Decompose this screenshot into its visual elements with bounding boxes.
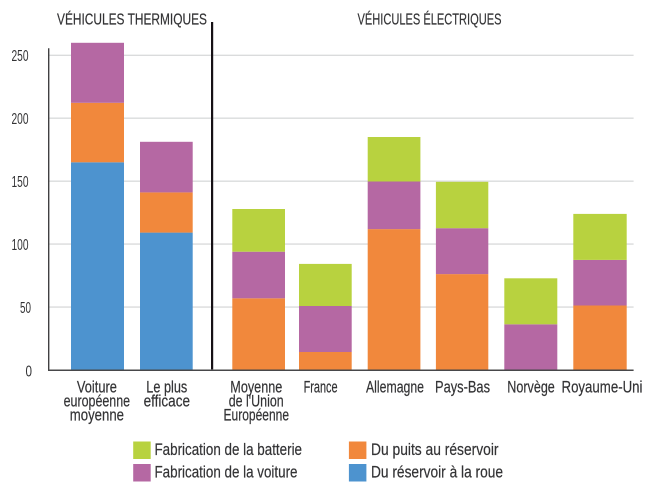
svg-text:Fabrication de la voiture: Fabrication de la voiture xyxy=(155,462,298,481)
svg-text:Allemagne: Allemagne xyxy=(366,377,424,396)
svg-text:européenne: européenne xyxy=(64,391,131,410)
svg-text:VÉHICULES THERMIQUES: VÉHICULES THERMIQUES xyxy=(57,11,207,28)
svg-text:efficace: efficace xyxy=(144,391,190,410)
svg-text:VÉHICULES ÉLECTRIQUES: VÉHICULES ÉLECTRIQUES xyxy=(358,11,502,28)
svg-text:100: 100 xyxy=(12,237,29,254)
svg-text:Du réservoir à la roue: Du réservoir à la roue xyxy=(371,462,503,481)
svg-text:50: 50 xyxy=(20,300,31,317)
svg-text:Fabrication de la batterie: Fabrication de la batterie xyxy=(155,440,303,459)
svg-text:Le plus: Le plus xyxy=(146,377,187,396)
svg-text:200: 200 xyxy=(12,111,29,128)
svg-text:de l'Union: de l'Union xyxy=(229,391,284,410)
svg-text:Voiture: Voiture xyxy=(77,377,117,396)
svg-text:0: 0 xyxy=(26,364,33,381)
svg-text:Royaume-Uni: Royaume-Uni xyxy=(562,377,643,396)
svg-text:moyenne: moyenne xyxy=(70,405,124,424)
svg-text:Pays-Bas: Pays-Bas xyxy=(435,377,490,396)
svg-text:250: 250 xyxy=(12,48,29,65)
svg-text:Du puits au réservoir: Du puits au réservoir xyxy=(371,440,499,459)
svg-text:France: France xyxy=(304,377,338,396)
svg-text:Européenne: Européenne xyxy=(224,405,290,424)
svg-text:Norvège: Norvège xyxy=(507,377,555,396)
svg-text:150: 150 xyxy=(12,174,29,191)
svg-text:Moyenne: Moyenne xyxy=(230,377,282,396)
